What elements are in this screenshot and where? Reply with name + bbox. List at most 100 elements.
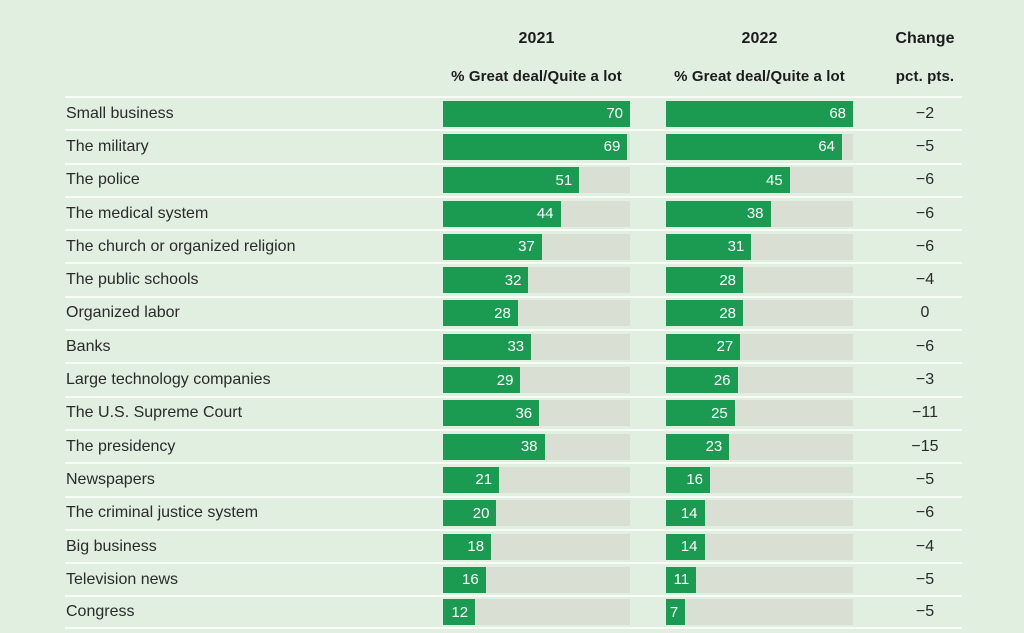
header-2021: 2021 [518,30,555,47]
header-sub-change: pct. pts. [895,68,955,85]
bar-value-2022: 25 [711,404,728,422]
header-2022: 2022 [741,30,778,47]
bar-cell-2022: 26 [666,367,853,394]
change-value: −6 [915,504,935,522]
bar-track-2022: 16 [666,466,853,493]
table-row: The public schools 32 28 −4 [65,262,962,295]
bar-track-2022: 28 [666,300,853,327]
bar-track-2022: 31 [666,233,853,260]
table-row: The police 51 45 −6 [65,162,962,196]
bar-value-2022: 14 [680,504,698,522]
header-label-spacer [65,30,443,48]
bar-value-2022: 11 [673,571,690,589]
institution-label: Television news [66,570,179,588]
bar-track-2021: 37 [443,233,630,260]
bar-value-2021: 38 [520,438,538,456]
bar-value-2021: 33 [507,338,525,356]
change-value: −4 [915,537,935,555]
table-row: The presidency 38 23 −15 [65,428,962,462]
bar-cell-2021: 51 [443,167,630,194]
institution-label: Organized labor [66,304,180,322]
bar-track-2021: 32 [443,267,630,294]
bar-cell-2022: 28 [666,300,853,327]
institution-label: The military [66,137,149,155]
bar-cell-2021: 12 [443,599,630,626]
chart-rows: Small business 70 68 −2 The military 69 64 −5 Th… [65,96,962,629]
bar-cell-2022: 27 [666,333,853,360]
header-sub-2022: % Great deal/Quite a lot [674,68,845,85]
bar-2021: 18 [443,533,492,560]
bar-track-2022: 7 [666,599,853,626]
bar-value-2021: 37 [518,238,535,256]
bar-2021: 70 [443,100,630,127]
bar-value-2021: 44 [536,205,554,223]
institution-label: The criminal justice system [66,504,259,522]
bar-2022: 64 [666,133,842,160]
bar-2021: 28 [443,300,518,327]
bar-cell-2021: 69 [443,133,630,160]
bar-cell-2022: 68 [666,100,853,127]
bar-track-2022: 11 [666,566,853,593]
bar-2022: 11 [666,566,697,593]
bar-2022: 23 [666,433,730,460]
bar-track-2022: 38 [666,200,853,227]
bar-2021: 20 [443,500,497,527]
bar-track-2021: 44 [443,200,630,227]
table-row: Big business 18 14 −4 [65,528,962,562]
bar-2021: 21 [443,466,500,493]
bar-2021: 12 [443,599,476,626]
bar-cell-2022: 14 [666,500,853,527]
header-change: Change [895,30,955,47]
bar-value-2021: 28 [494,304,511,322]
change-value: −6 [915,237,935,255]
bar-cell-2022: 64 [666,133,853,160]
change-value: −6 [915,204,935,222]
bar-2021: 36 [443,400,540,427]
table-row: The church or organized religion 37 31 −6 [65,229,962,262]
bar-value-2021: 69 [603,138,621,156]
bar-cell-2022: 16 [666,466,853,493]
bar-2022: 28 [666,300,743,327]
institution-label: The U.S. Supreme Court [66,404,243,422]
bar-track-2022: 14 [666,533,853,560]
bar-value-2022: 26 [713,371,731,389]
bar-track-2021: 70 [443,100,630,127]
header-gap [630,30,666,48]
bar-track-2021: 38 [443,433,630,460]
change-value: −11 [912,404,938,422]
header-year-row: 2021 2022 Change [65,0,962,48]
bar-cell-2021: 70 [443,100,630,127]
bar-cell-2022: 28 [666,267,853,294]
table-row: The military 69 64 −5 [65,129,962,162]
bar-2021: 29 [443,367,521,394]
bar-cell-2021: 44 [443,200,630,227]
table-row: Large technology companies 29 26 −3 [65,362,962,395]
bar-2022: 27 [666,333,741,360]
header-gap [630,68,666,85]
bar-value-2021: 21 [475,471,493,489]
bar-track-2021: 28 [443,300,630,327]
bar-value-2021: 70 [606,105,623,123]
bar-2022: 45 [666,167,790,194]
table-row: The medical system 44 38 −6 [65,195,962,229]
institution-label: Newspapers [66,470,155,488]
bar-2022: 38 [666,200,771,227]
bar-cell-2022: 38 [666,200,853,227]
bar-value-2022: 7 [669,603,679,621]
bar-2022: 28 [666,267,743,294]
bar-cell-2021: 38 [443,433,630,460]
bar-cell-2021: 37 [443,233,630,260]
bar-cell-2021: 32 [443,267,630,294]
bar-track-2022: 64 [666,133,853,160]
bar-track-2022: 25 [666,400,853,427]
bar-cell-2022: 45 [666,167,853,194]
bar-track-2021: 36 [443,400,630,427]
bar-value-2022: 38 [746,205,764,223]
bar-value-2021: 29 [496,371,514,389]
institution-label: The church or organized religion [66,237,296,255]
bar-value-2022: 27 [716,338,734,356]
bar-track-2021: 18 [443,533,630,560]
change-value: −15 [911,437,939,455]
bar-value-2021: 32 [504,271,522,289]
